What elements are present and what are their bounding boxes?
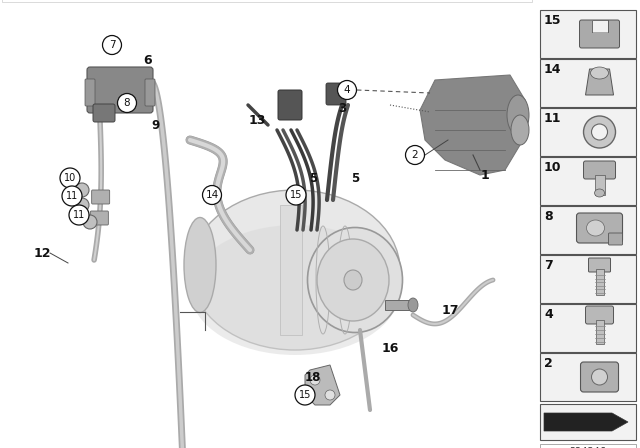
FancyBboxPatch shape [278,90,302,120]
Circle shape [295,385,315,405]
FancyBboxPatch shape [145,79,155,106]
Bar [540,353,636,401]
Bar [595,320,604,344]
Ellipse shape [190,225,400,355]
Circle shape [591,369,607,385]
Circle shape [75,198,89,212]
Circle shape [75,183,89,197]
FancyBboxPatch shape [580,362,618,392]
Text: 11: 11 [544,112,561,125]
Circle shape [69,205,89,225]
Text: 15: 15 [299,390,311,400]
Ellipse shape [307,228,403,332]
Ellipse shape [344,270,362,290]
FancyBboxPatch shape [93,104,115,122]
Polygon shape [544,413,628,431]
Text: 14: 14 [544,63,561,76]
Bar [540,206,636,254]
Text: 324346: 324346 [570,447,607,448]
Text: 4: 4 [344,85,350,95]
Ellipse shape [317,239,389,321]
Text: 2: 2 [544,357,553,370]
FancyBboxPatch shape [586,306,614,324]
Text: 7: 7 [109,40,115,50]
FancyBboxPatch shape [326,83,346,105]
Text: 10: 10 [64,173,76,183]
Text: 12: 12 [33,246,51,259]
Ellipse shape [507,95,529,135]
Bar [540,255,636,303]
Circle shape [286,185,306,205]
FancyBboxPatch shape [85,79,95,106]
Ellipse shape [595,189,605,197]
Bar [595,175,605,195]
Circle shape [62,186,82,206]
Text: 9: 9 [151,119,159,132]
Bar [540,404,636,440]
Ellipse shape [511,115,529,145]
Text: 10: 10 [544,161,561,174]
Text: 6: 6 [144,53,152,66]
Ellipse shape [190,190,400,350]
Text: 15: 15 [544,14,561,27]
Bar [2,0,532,2]
Text: 5: 5 [351,172,359,185]
FancyBboxPatch shape [580,20,620,48]
Circle shape [584,116,616,148]
Text: 15: 15 [290,190,302,200]
Text: 14: 14 [205,190,219,200]
Ellipse shape [586,220,605,236]
Text: 8: 8 [124,98,131,108]
Bar [540,10,636,58]
Polygon shape [420,75,525,175]
Bar [385,300,413,310]
Bar [540,304,636,352]
Text: 3: 3 [338,102,346,115]
FancyBboxPatch shape [90,211,108,225]
FancyBboxPatch shape [589,258,611,272]
Bar [540,444,636,448]
Circle shape [60,168,80,188]
Circle shape [325,390,335,400]
Text: 16: 16 [381,341,399,354]
Polygon shape [305,365,340,405]
Polygon shape [586,69,614,95]
Text: 18: 18 [305,370,321,383]
Circle shape [202,185,221,204]
Ellipse shape [184,217,216,313]
Text: 7: 7 [544,259,553,272]
FancyBboxPatch shape [577,213,623,243]
Circle shape [591,124,607,140]
Bar [591,20,607,32]
Text: 2: 2 [412,150,419,160]
Bar [540,59,636,107]
Circle shape [83,215,97,229]
Circle shape [118,94,136,112]
Text: 11: 11 [66,191,78,201]
Text: 5: 5 [309,172,317,185]
Text: 17: 17 [441,303,459,316]
Text: 13: 13 [248,113,266,126]
Text: 8: 8 [544,210,552,223]
Text: 4: 4 [544,308,553,321]
Bar [540,157,636,205]
FancyBboxPatch shape [584,161,616,179]
Circle shape [337,81,356,99]
Text: 11: 11 [73,210,85,220]
Bar [595,269,604,295]
Circle shape [310,375,320,385]
Bar [280,205,302,335]
FancyBboxPatch shape [609,233,623,245]
FancyBboxPatch shape [87,67,153,113]
Text: 1: 1 [481,168,490,181]
Ellipse shape [591,67,609,79]
Ellipse shape [408,298,418,312]
Circle shape [102,35,122,55]
Circle shape [406,146,424,164]
Bar [540,108,636,156]
FancyBboxPatch shape [92,190,109,204]
